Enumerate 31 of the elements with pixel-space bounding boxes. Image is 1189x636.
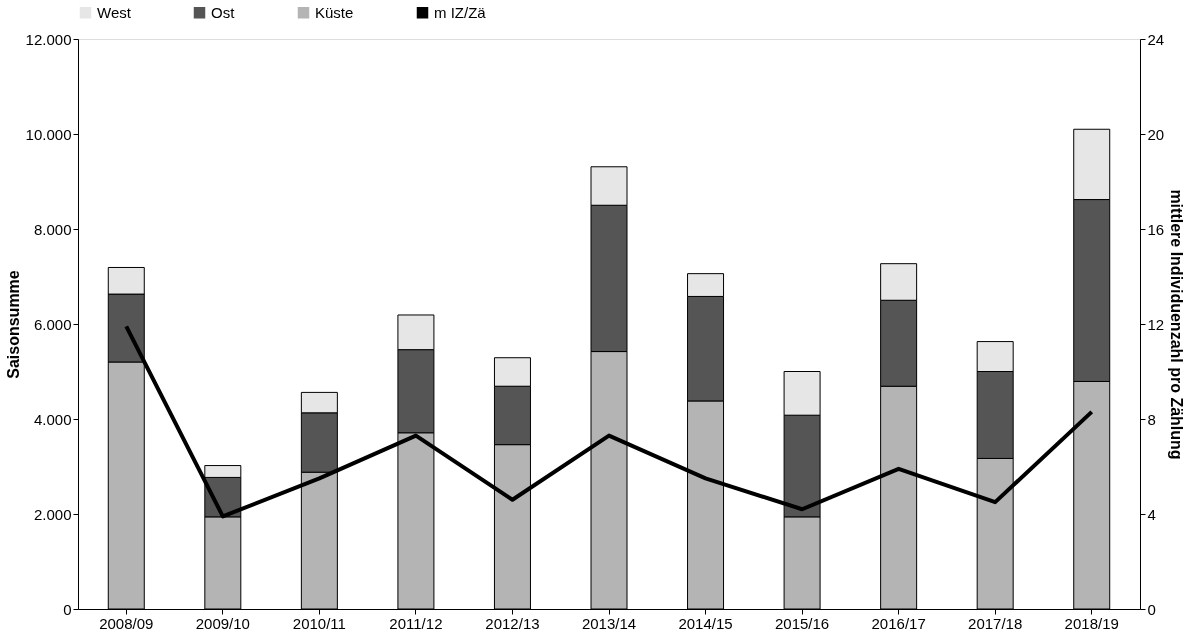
y2-tick-label: 4 [1147, 505, 1156, 523]
x-tick-label: 2009/10 [195, 614, 250, 632]
x-tick-label: 2013/14 [581, 614, 637, 632]
y-tick-label: 6.000 [33, 315, 72, 333]
x-tick-label: 2012/13 [485, 614, 540, 632]
x-tick-label: 2018/19 [1064, 614, 1119, 632]
legend-label: Ost [211, 3, 236, 21]
y2-tick-label: 8 [1147, 410, 1156, 428]
legend-label: West [97, 3, 132, 21]
y2-tick-label: 24 [1147, 30, 1165, 48]
x-tick-label: 2011/12 [389, 614, 443, 632]
x-tick-label: 2016/17 [871, 614, 926, 632]
y2-tick-label: 20 [1147, 125, 1165, 143]
y-tick-label: 2.000 [33, 505, 72, 523]
x-tick-label: 2015/16 [774, 614, 830, 632]
y2-tick-label: 16 [1147, 220, 1165, 238]
x-tick-label: 2010/11 [292, 614, 346, 632]
y2-tick-label: 0 [1147, 600, 1156, 618]
y-axis-title: Saisonsumme [4, 270, 22, 379]
y-tick-label: 10.000 [25, 125, 72, 143]
y2-axis-title: mittlere Individuenzahl pro Zählung [1168, 189, 1186, 460]
y-tick-label: 4.000 [33, 410, 72, 428]
y2-tick-label: 12 [1147, 315, 1165, 333]
x-tick-label: 2014/15 [678, 614, 733, 632]
x-tick-label: 2008/09 [99, 614, 154, 632]
y-tick-label: 8.000 [33, 220, 72, 238]
x-tick-label: 2017/18 [968, 614, 1023, 632]
y-tick-label: 12.000 [25, 30, 72, 48]
legend-label: m IZ/Zä [434, 3, 487, 21]
legend-label: Küste [315, 3, 354, 21]
y-tick-label: 0 [63, 600, 72, 618]
